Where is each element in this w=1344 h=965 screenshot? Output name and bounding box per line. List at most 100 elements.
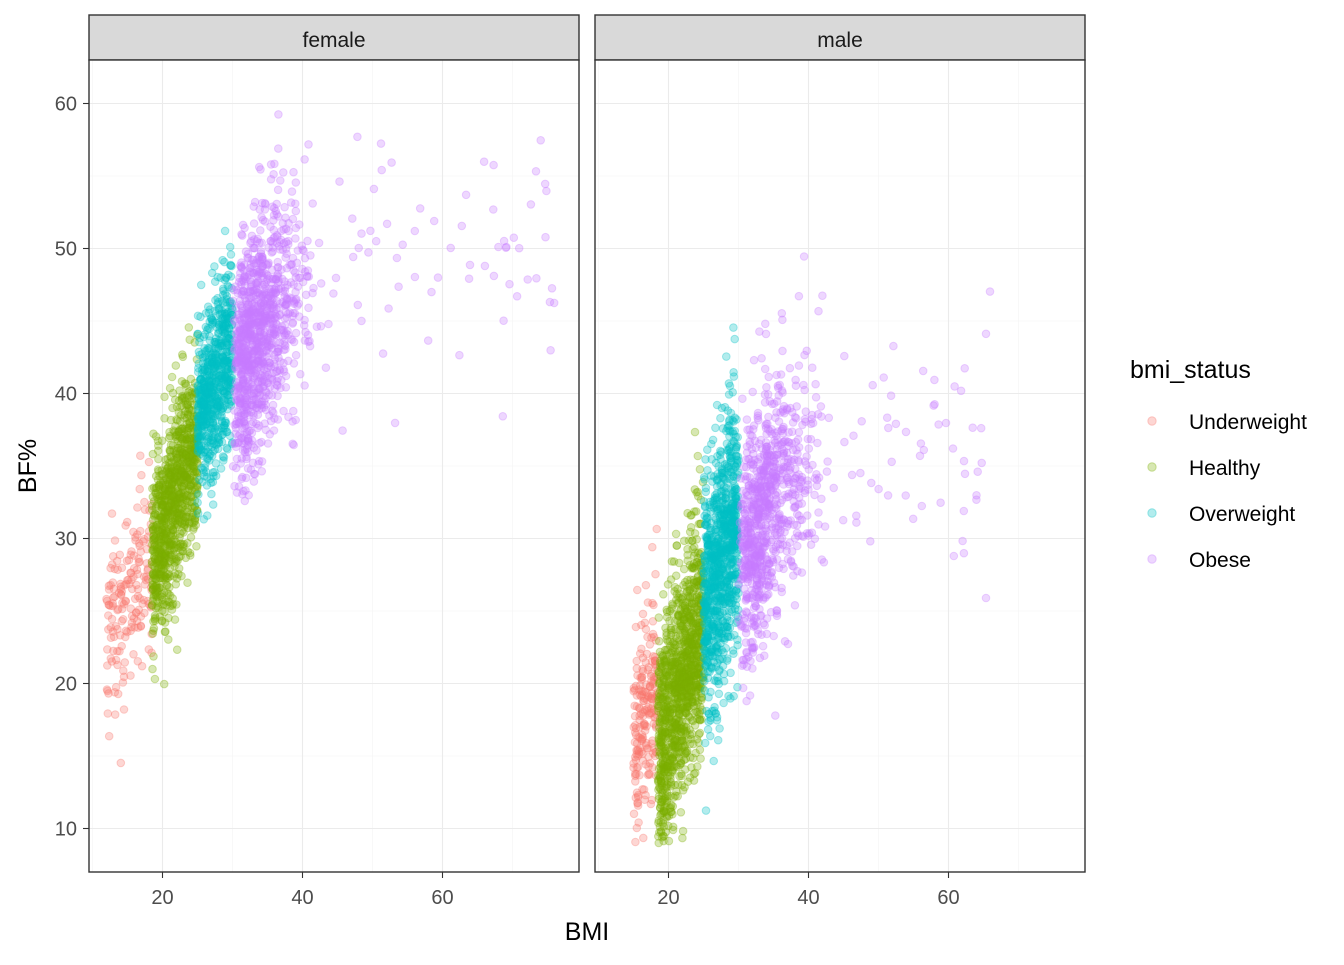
data-point [197, 281, 205, 289]
data-point [649, 543, 657, 551]
data-point [378, 166, 386, 174]
data-point [290, 360, 298, 368]
data-point [465, 275, 473, 283]
data-point [214, 404, 222, 412]
data-point [287, 335, 295, 343]
y-tick-label: 20 [55, 674, 77, 696]
data-point [490, 206, 498, 214]
data-point [701, 739, 709, 747]
data-point [676, 590, 684, 598]
data-point [138, 471, 146, 479]
data-point [638, 621, 646, 629]
data-point [653, 525, 661, 533]
data-point [495, 243, 503, 251]
data-point [271, 160, 279, 168]
data-point [662, 717, 670, 725]
data-point [300, 322, 308, 330]
data-point [349, 253, 357, 261]
data-point [667, 772, 675, 780]
data-point [660, 823, 668, 831]
data-point [271, 385, 279, 393]
data-point [152, 433, 160, 441]
data-point [296, 221, 304, 229]
data-point [317, 280, 325, 288]
data-point [698, 696, 706, 704]
data-point [161, 534, 169, 542]
data-point [242, 487, 250, 495]
data-point [151, 675, 159, 683]
data-point [128, 619, 136, 627]
data-point [684, 778, 692, 786]
data-point [214, 273, 222, 281]
data-point [272, 368, 280, 376]
data-point [264, 371, 272, 379]
data-point [158, 515, 166, 523]
data-point [290, 168, 298, 176]
data-point [241, 448, 249, 456]
data-point [241, 497, 249, 505]
data-point [411, 227, 419, 235]
data-point [284, 281, 292, 289]
data-point [171, 428, 179, 436]
data-point [723, 353, 731, 361]
data-point [205, 379, 213, 387]
data-point [178, 520, 186, 528]
data-point [149, 665, 157, 673]
data-point [292, 416, 300, 424]
data-point [141, 498, 149, 506]
data-point [185, 475, 193, 483]
data-point [202, 446, 210, 454]
data-point [325, 320, 333, 328]
data-point [163, 582, 171, 590]
data-point [274, 264, 282, 272]
data-point [152, 614, 160, 622]
data-point [244, 288, 252, 296]
data-point [236, 419, 244, 427]
data-point [665, 685, 673, 693]
x-tick-label: 20 [151, 887, 173, 909]
data-point [301, 382, 309, 390]
data-point [636, 744, 644, 752]
data-point [287, 199, 295, 207]
data-point [354, 301, 362, 309]
data-point [669, 662, 677, 670]
data-point [178, 527, 186, 535]
data-point [299, 265, 307, 273]
data-point [665, 695, 673, 703]
data-point [255, 163, 263, 171]
data-point [258, 401, 266, 409]
data-point [288, 188, 296, 196]
data-point [266, 350, 274, 358]
data-point [697, 755, 705, 763]
data-point [149, 450, 157, 458]
data-point [632, 794, 640, 802]
data-point [178, 436, 186, 444]
data-point [135, 555, 143, 563]
data-point [726, 452, 734, 460]
data-point [199, 466, 207, 474]
data-point [184, 579, 192, 587]
data-point [704, 446, 712, 454]
data-point [194, 510, 202, 518]
data-point [639, 654, 647, 662]
data-point [277, 177, 285, 185]
data-point [206, 390, 214, 398]
data-point [632, 838, 640, 846]
data-point [724, 504, 732, 512]
data-point [240, 376, 248, 384]
data-point [209, 501, 217, 509]
data-point [130, 651, 138, 659]
data-point [221, 258, 229, 266]
data-point [278, 227, 286, 235]
data-point [640, 834, 648, 842]
data-point [185, 324, 193, 332]
data-point [391, 419, 399, 427]
data-point [150, 653, 158, 661]
data-point [548, 285, 556, 293]
data-point [694, 488, 702, 496]
data-point [179, 351, 187, 359]
data-point [710, 757, 718, 765]
data-point [220, 376, 228, 384]
data-point [367, 227, 375, 235]
